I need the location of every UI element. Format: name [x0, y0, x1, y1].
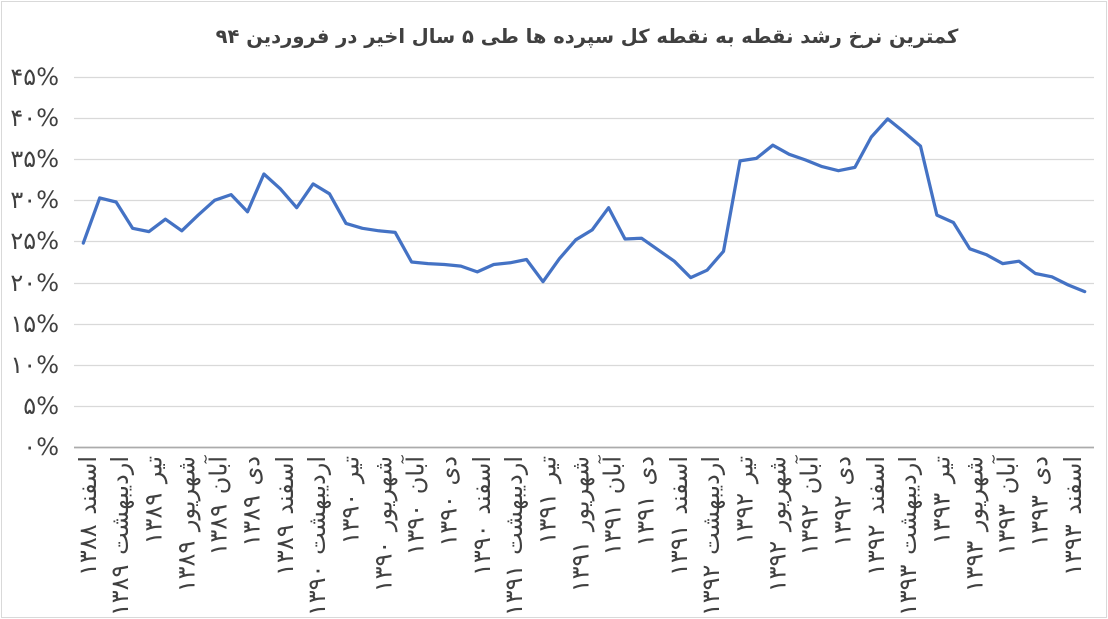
x-tick-label: دی ۱۳۹۱ [631, 456, 660, 547]
y-tick-label: ۲۵% [10, 227, 59, 256]
x-tick-label: آبان ۱۳۸۹ [204, 456, 233, 556]
x-tick-label: دی ۱۳۹۲ [828, 456, 857, 547]
x-tick-label: تیر ۱۳۹۳ [927, 456, 956, 545]
x-tick-label: اسفند ۱۳۹۱ [664, 456, 693, 576]
x-tick-label: اردیبهشت ۱۳۹۲ [697, 456, 726, 617]
x-tick-label: دی ۱۳۹۳ [1025, 456, 1054, 547]
x-tick-label: اردیبهشت ۱۳۹۱ [500, 456, 529, 617]
x-tick-label: اسفند ۱۳۹۲ [861, 456, 890, 576]
x-tick-label: تیر ۱۳۹۲ [730, 456, 759, 545]
y-tick-label: ۱۰% [10, 350, 59, 379]
x-tick-label: آبان ۱۳۹۳ [992, 456, 1021, 556]
x-tick-label: اسفند ۱۳۸۹ [270, 456, 299, 576]
x-tick-label: اردیبهشت ۱۳۹۳ [894, 456, 923, 617]
x-tick-label: دی ۱۳۸۹ [237, 456, 266, 547]
series-line [81, 117, 1087, 294]
x-tick-label: تیر ۱۳۸۹ [139, 456, 168, 545]
x-tick-label: شهریور ۱۳۹۰ [369, 456, 398, 593]
x-tick-label: آبان ۱۳۹۱ [598, 456, 627, 556]
x-tick-label: دی ۱۳۹۰ [434, 456, 463, 547]
chart-title: کمترین نرخ رشد نقطه به نقطه کل سپرده ها … [215, 25, 959, 48]
x-tick-label: آبان ۱۳۹۰ [401, 456, 430, 556]
y-tick-label: ۳۰% [10, 186, 59, 215]
y-tick-label: ۰% [23, 433, 59, 461]
x-tick-label: اردیبهشت ۱۳۸۹ [106, 456, 135, 617]
x-tick-label: شهریور ۱۳۸۹ [172, 456, 201, 593]
y-tick-label: ۱۵% [10, 309, 59, 338]
x-tick-label: تیر ۱۳۹۰ [336, 456, 365, 545]
x-tick-label: آبان ۱۳۹۲ [795, 456, 824, 556]
x-tick-label: اسفند ۱۳۹۰ [467, 456, 496, 576]
x-tick-label: اسفند ۱۳۹۳ [1058, 456, 1087, 576]
y-tick-label: ۳۵% [10, 145, 59, 174]
x-tick-label: شهریور ۱۳۹۱ [566, 456, 595, 593]
y-tick-label: ۲۰% [10, 268, 59, 297]
x-tick-label: تیر ۱۳۹۱ [533, 456, 562, 545]
x-tick-label: شهریور ۱۳۹۳ [960, 456, 989, 593]
x-tick-label: اردیبهشت ۱۳۹۰ [303, 456, 332, 617]
y-tick-label: ۵% [23, 391, 59, 420]
x-tick-label: شهریور ۱۳۹۲ [763, 456, 792, 593]
x-tick-label: اسفند ۱۳۸۸ [73, 456, 102, 576]
gridlines [74, 76, 1094, 449]
y-tick-label: ۴۵% [10, 63, 59, 91]
y-tick-label: ۴۰% [10, 104, 59, 133]
